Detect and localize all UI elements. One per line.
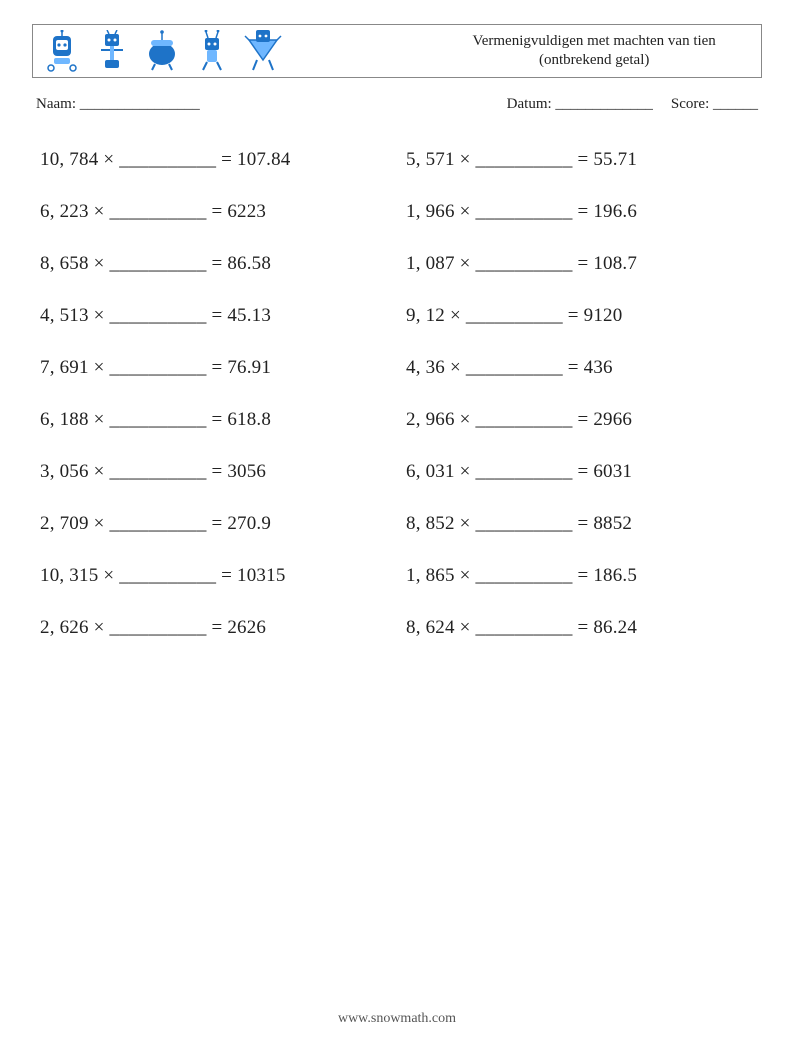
robot-icon-row — [33, 25, 433, 77]
title-line-2: (ontbrekend getal) — [539, 51, 649, 70]
worksheet-header: Vermenigvuldigen met machten van tien (o… — [32, 24, 762, 78]
info-row: Naam: ________________ Datum: __________… — [32, 96, 762, 113]
problem-right-8: 1, 865 × __________ = 186.5 — [406, 565, 762, 587]
problem-left-9: 2, 626 × __________ = 2626 — [40, 617, 396, 639]
problem-right-4: 4, 36 × __________ = 436 — [406, 357, 762, 379]
problem-left-1: 6, 223 × __________ = 6223 — [40, 201, 396, 223]
problem-right-7: 8, 852 × __________ = 8852 — [406, 513, 762, 535]
problem-left-7: 2, 709 × __________ = 270.9 — [40, 513, 396, 535]
problem-left-6: 3, 056 × __________ = 3056 — [40, 461, 396, 483]
robot-icon-5 — [243, 30, 283, 72]
problem-right-1: 1, 966 × __________ = 196.6 — [406, 201, 762, 223]
robot-icon-4 — [195, 30, 229, 72]
problem-right-5: 2, 966 × __________ = 2966 — [406, 409, 762, 431]
score-field: Score: ______ — [671, 96, 758, 113]
title-line-1: Vermenigvuldigen met machten van tien — [473, 32, 716, 51]
robot-icon-3 — [143, 30, 181, 72]
problem-right-3: 9, 12 × __________ = 9120 — [406, 305, 762, 327]
problem-left-8: 10, 315 × __________ = 10315 — [40, 565, 396, 587]
problem-right-9: 8, 624 × __________ = 86.24 — [406, 617, 762, 639]
problem-right-6: 6, 031 × __________ = 6031 — [406, 461, 762, 483]
robot-icon-2 — [95, 30, 129, 72]
worksheet-title: Vermenigvuldigen met machten van tien (o… — [433, 25, 761, 77]
problem-left-2: 8, 658 × __________ = 86.58 — [40, 253, 396, 275]
problem-left-3: 4, 513 × __________ = 45.13 — [40, 305, 396, 327]
name-field: Naam: ________________ — [36, 96, 200, 113]
problem-left-0: 10, 784 × __________ = 107.84 — [40, 149, 396, 171]
problem-right-2: 1, 087 × __________ = 108.7 — [406, 253, 762, 275]
date-field: Datum: _____________ — [507, 96, 653, 113]
problem-left-5: 6, 188 × __________ = 618.8 — [40, 409, 396, 431]
problems-grid: 10, 784 × __________ = 107.84 5, 571 × __… — [32, 149, 762, 639]
problem-right-0: 5, 571 × __________ = 55.71 — [406, 149, 762, 171]
footer-url: www.snowmath.com — [0, 1011, 794, 1027]
problem-left-4: 7, 691 × __________ = 76.91 — [40, 357, 396, 379]
robot-icon-1 — [43, 30, 81, 72]
